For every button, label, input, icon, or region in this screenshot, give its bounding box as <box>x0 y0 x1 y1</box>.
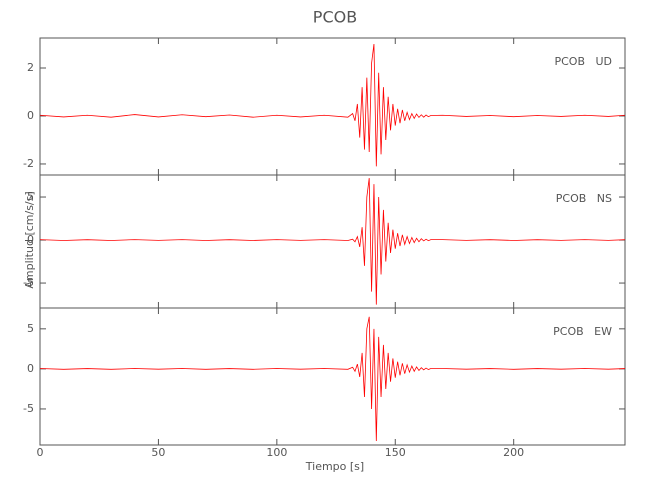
trace-label: PCOB EW <box>553 325 612 338</box>
panel-frame <box>39 307 626 446</box>
trace-label: PCOB UD <box>554 55 612 68</box>
panel-frame <box>39 37 626 176</box>
y-tick-label: 0 <box>27 362 34 375</box>
chart-title: PCOB <box>313 8 357 27</box>
x-tick-label: 0 <box>37 446 44 459</box>
y-tick-label: 0 <box>27 233 34 246</box>
y-tick-label: 5 <box>27 190 34 203</box>
x-tick-label: 50 <box>151 446 165 459</box>
y-tick-label: -2 <box>23 157 34 170</box>
panel-frame <box>39 174 626 309</box>
trace-label: PCOB NS <box>556 192 612 205</box>
trace <box>39 316 626 441</box>
x-tick-label: 100 <box>266 446 287 459</box>
y-tick-label: 0 <box>27 109 34 122</box>
x-tick-label: 200 <box>503 446 524 459</box>
y-tick-label: 5 <box>27 322 34 335</box>
y-tick-label: -5 <box>23 402 34 415</box>
y-axis-label: Amplitud [cm/s/s] <box>23 191 36 288</box>
trace <box>39 43 626 167</box>
x-axis-label: Tiempo [s] <box>305 460 364 473</box>
y-tick-label: -5 <box>23 276 34 289</box>
trace <box>39 178 626 305</box>
x-tick-label: 150 <box>385 446 406 459</box>
y-tick-label: 2 <box>27 61 34 74</box>
